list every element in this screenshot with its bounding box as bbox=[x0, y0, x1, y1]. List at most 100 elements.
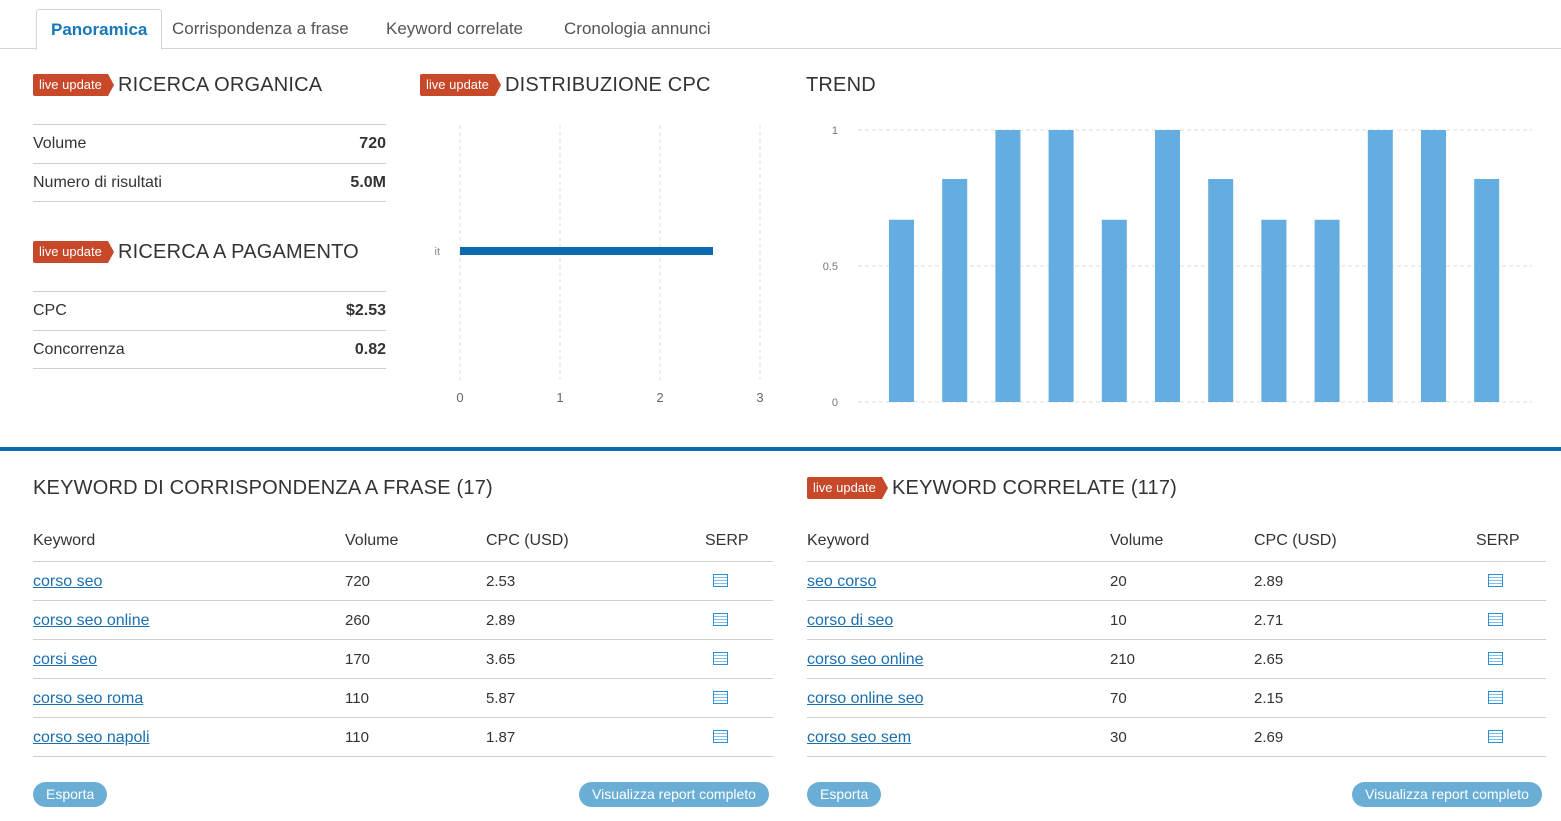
table-row: corso seo napoli 110 1.87 bbox=[33, 718, 773, 757]
cpc-cell: 5.87 bbox=[486, 690, 516, 707]
volume-cell: 110 bbox=[345, 690, 369, 707]
keyword-link[interactable]: corso online seo bbox=[807, 690, 924, 707]
table-row: corso seo roma 110 5.87 bbox=[33, 679, 773, 718]
cpc-cell: 2.71 bbox=[1254, 612, 1284, 629]
trend-bar bbox=[1314, 219, 1340, 402]
tab-corrispondenza-a-frase[interactable]: Corrispondenza a frase bbox=[172, 19, 349, 38]
related-title: KEYWORD CORRELATE (117) bbox=[892, 477, 1178, 499]
export-button[interactable]: Esporta bbox=[33, 782, 108, 807]
col-cpc[interactable]: CPC (USD) bbox=[486, 532, 569, 549]
trend-bar bbox=[1208, 178, 1234, 402]
col-keyword[interactable]: Keyword bbox=[33, 532, 96, 549]
keyword-link[interactable]: corso seo napoli bbox=[33, 729, 150, 746]
volume-cell: 170 bbox=[345, 651, 371, 668]
col-serp: SERP bbox=[705, 532, 749, 549]
col-keyword[interactable]: Keyword bbox=[807, 532, 870, 549]
trend-title: TREND bbox=[806, 74, 876, 96]
metric-row: CPC $2.53 bbox=[33, 291, 386, 330]
col-volume[interactable]: Volume bbox=[1110, 532, 1164, 549]
live-update-badge: live update bbox=[807, 477, 888, 499]
table-row: corso di seo 10 2.71 bbox=[807, 601, 1546, 640]
live-update-badge: live update bbox=[33, 74, 114, 96]
trend-bar bbox=[1155, 130, 1180, 402]
serp-list-icon[interactable] bbox=[1488, 613, 1503, 626]
cpc-cell: 2.89 bbox=[486, 612, 516, 629]
volume-cell: 110 bbox=[345, 729, 369, 746]
trend-bar bbox=[1048, 130, 1074, 402]
col-volume[interactable]: Volume bbox=[345, 532, 399, 549]
metric-value: 0.82 bbox=[354, 340, 386, 358]
serp-list-icon[interactable] bbox=[713, 691, 728, 704]
category-label: it bbox=[435, 246, 441, 258]
cpc-bar bbox=[460, 247, 713, 255]
table-header: Keyword Volume CPC (USD) SERP bbox=[33, 522, 773, 562]
metric-value: 720 bbox=[359, 135, 386, 152]
trend-bar bbox=[1421, 130, 1446, 402]
cpc-cell: 2.65 bbox=[1254, 651, 1284, 668]
serp-list-icon[interactable] bbox=[1488, 574, 1503, 587]
serp-list-icon[interactable] bbox=[1488, 652, 1503, 665]
trend-bar bbox=[995, 130, 1021, 402]
trend-bar bbox=[889, 219, 914, 402]
metric-label: Volume bbox=[33, 135, 87, 152]
keyword-link[interactable]: corsi seo bbox=[33, 651, 98, 668]
metric-row: Numero di risultati 5.0M bbox=[33, 163, 386, 202]
tab-bar: Panoramica Corrispondenza a frase Keywor… bbox=[0, 0, 1561, 50]
keyword-link[interactable]: corso seo roma bbox=[33, 690, 144, 707]
table-row: seo corso 20 2.89 bbox=[807, 562, 1546, 601]
y-tick-label: 0.5 bbox=[823, 261, 838, 273]
tab-cronologia-annunci[interactable]: Cronologia annunci bbox=[564, 19, 711, 38]
trend-bar bbox=[942, 178, 968, 402]
live-update-badge: live update bbox=[420, 74, 501, 96]
serp-list-icon[interactable] bbox=[713, 652, 728, 665]
tab-panoramica[interactable]: Panoramica bbox=[36, 9, 163, 50]
full-report-button[interactable]: Visualizza report completo bbox=[1352, 782, 1542, 807]
table-row: corso seo online 210 2.65 bbox=[807, 640, 1546, 679]
metric-value: $2.53 bbox=[345, 302, 386, 319]
table-header: Keyword Volume CPC (USD) SERP bbox=[807, 522, 1546, 562]
keyword-link[interactable]: seo corso bbox=[807, 573, 877, 590]
keyword-link[interactable]: corso seo sem bbox=[807, 729, 912, 746]
serp-list-icon[interactable] bbox=[713, 613, 728, 626]
trend-bar bbox=[1101, 219, 1127, 402]
table-row: corso seo 720 2.53 bbox=[33, 562, 773, 601]
serp-list-icon[interactable] bbox=[713, 574, 728, 587]
paid-title: RICERCA A PAGAMENTO bbox=[118, 241, 359, 263]
section-divider bbox=[0, 447, 1561, 451]
table-row: corsi seo 170 3.65 bbox=[33, 640, 773, 679]
serp-list-icon[interactable] bbox=[1488, 691, 1503, 704]
live-update-badge: live update bbox=[33, 241, 114, 263]
serp-list-icon[interactable] bbox=[1488, 730, 1503, 743]
keyword-link[interactable]: corso seo bbox=[33, 573, 103, 590]
metric-label: Numero di risultati bbox=[33, 173, 162, 191]
keyword-link[interactable]: corso di seo bbox=[807, 612, 894, 629]
cpc-cell: 1.87 bbox=[486, 729, 516, 746]
trend-bar bbox=[1261, 219, 1287, 402]
cpc-cell: 2.15 bbox=[1254, 690, 1284, 707]
volume-cell: 20 bbox=[1110, 573, 1127, 590]
keyword-link[interactable]: corso seo online bbox=[33, 612, 150, 629]
keyword-link[interactable]: corso seo online bbox=[807, 651, 924, 668]
metric-label: CPC bbox=[33, 302, 67, 319]
full-report-button[interactable]: Visualizza report completo bbox=[579, 782, 769, 807]
phrase-match-title: KEYWORD DI CORRISPONDENZA A FRASE (17) bbox=[33, 477, 493, 499]
cpc-cell: 3.65 bbox=[486, 651, 516, 668]
related-table: Keyword Volume CPC (USD) SERP seo corso … bbox=[807, 522, 1546, 757]
tab-keyword-correlate[interactable]: Keyword correlate bbox=[386, 19, 524, 38]
cpc-cell: 2.89 bbox=[1254, 573, 1284, 590]
col-serp: SERP bbox=[1476, 532, 1520, 549]
trend-bar bbox=[1367, 130, 1393, 402]
y-tick-label: 0 bbox=[832, 397, 838, 409]
col-cpc[interactable]: CPC (USD) bbox=[1254, 532, 1337, 549]
x-tick-label: 2 bbox=[656, 390, 663, 405]
phrase-match-table: Keyword Volume CPC (USD) SERP corso seo … bbox=[33, 522, 773, 757]
organic-metrics: Volume 720 Numero di risultati 5.0M bbox=[33, 124, 386, 202]
metric-value: 5.0M bbox=[350, 173, 386, 191]
serp-list-icon[interactable] bbox=[713, 730, 728, 743]
export-button[interactable]: Esporta bbox=[807, 782, 882, 807]
metric-row: Volume 720 bbox=[33, 124, 386, 163]
cpc-distribution-chart: 0 1 2 3 it bbox=[435, 125, 764, 405]
table-row: corso seo online 260 2.89 bbox=[33, 601, 773, 640]
y-tick-label: 1 bbox=[832, 125, 838, 137]
cpc-distribution-title: DISTRIBUZIONE CPC bbox=[505, 74, 711, 96]
